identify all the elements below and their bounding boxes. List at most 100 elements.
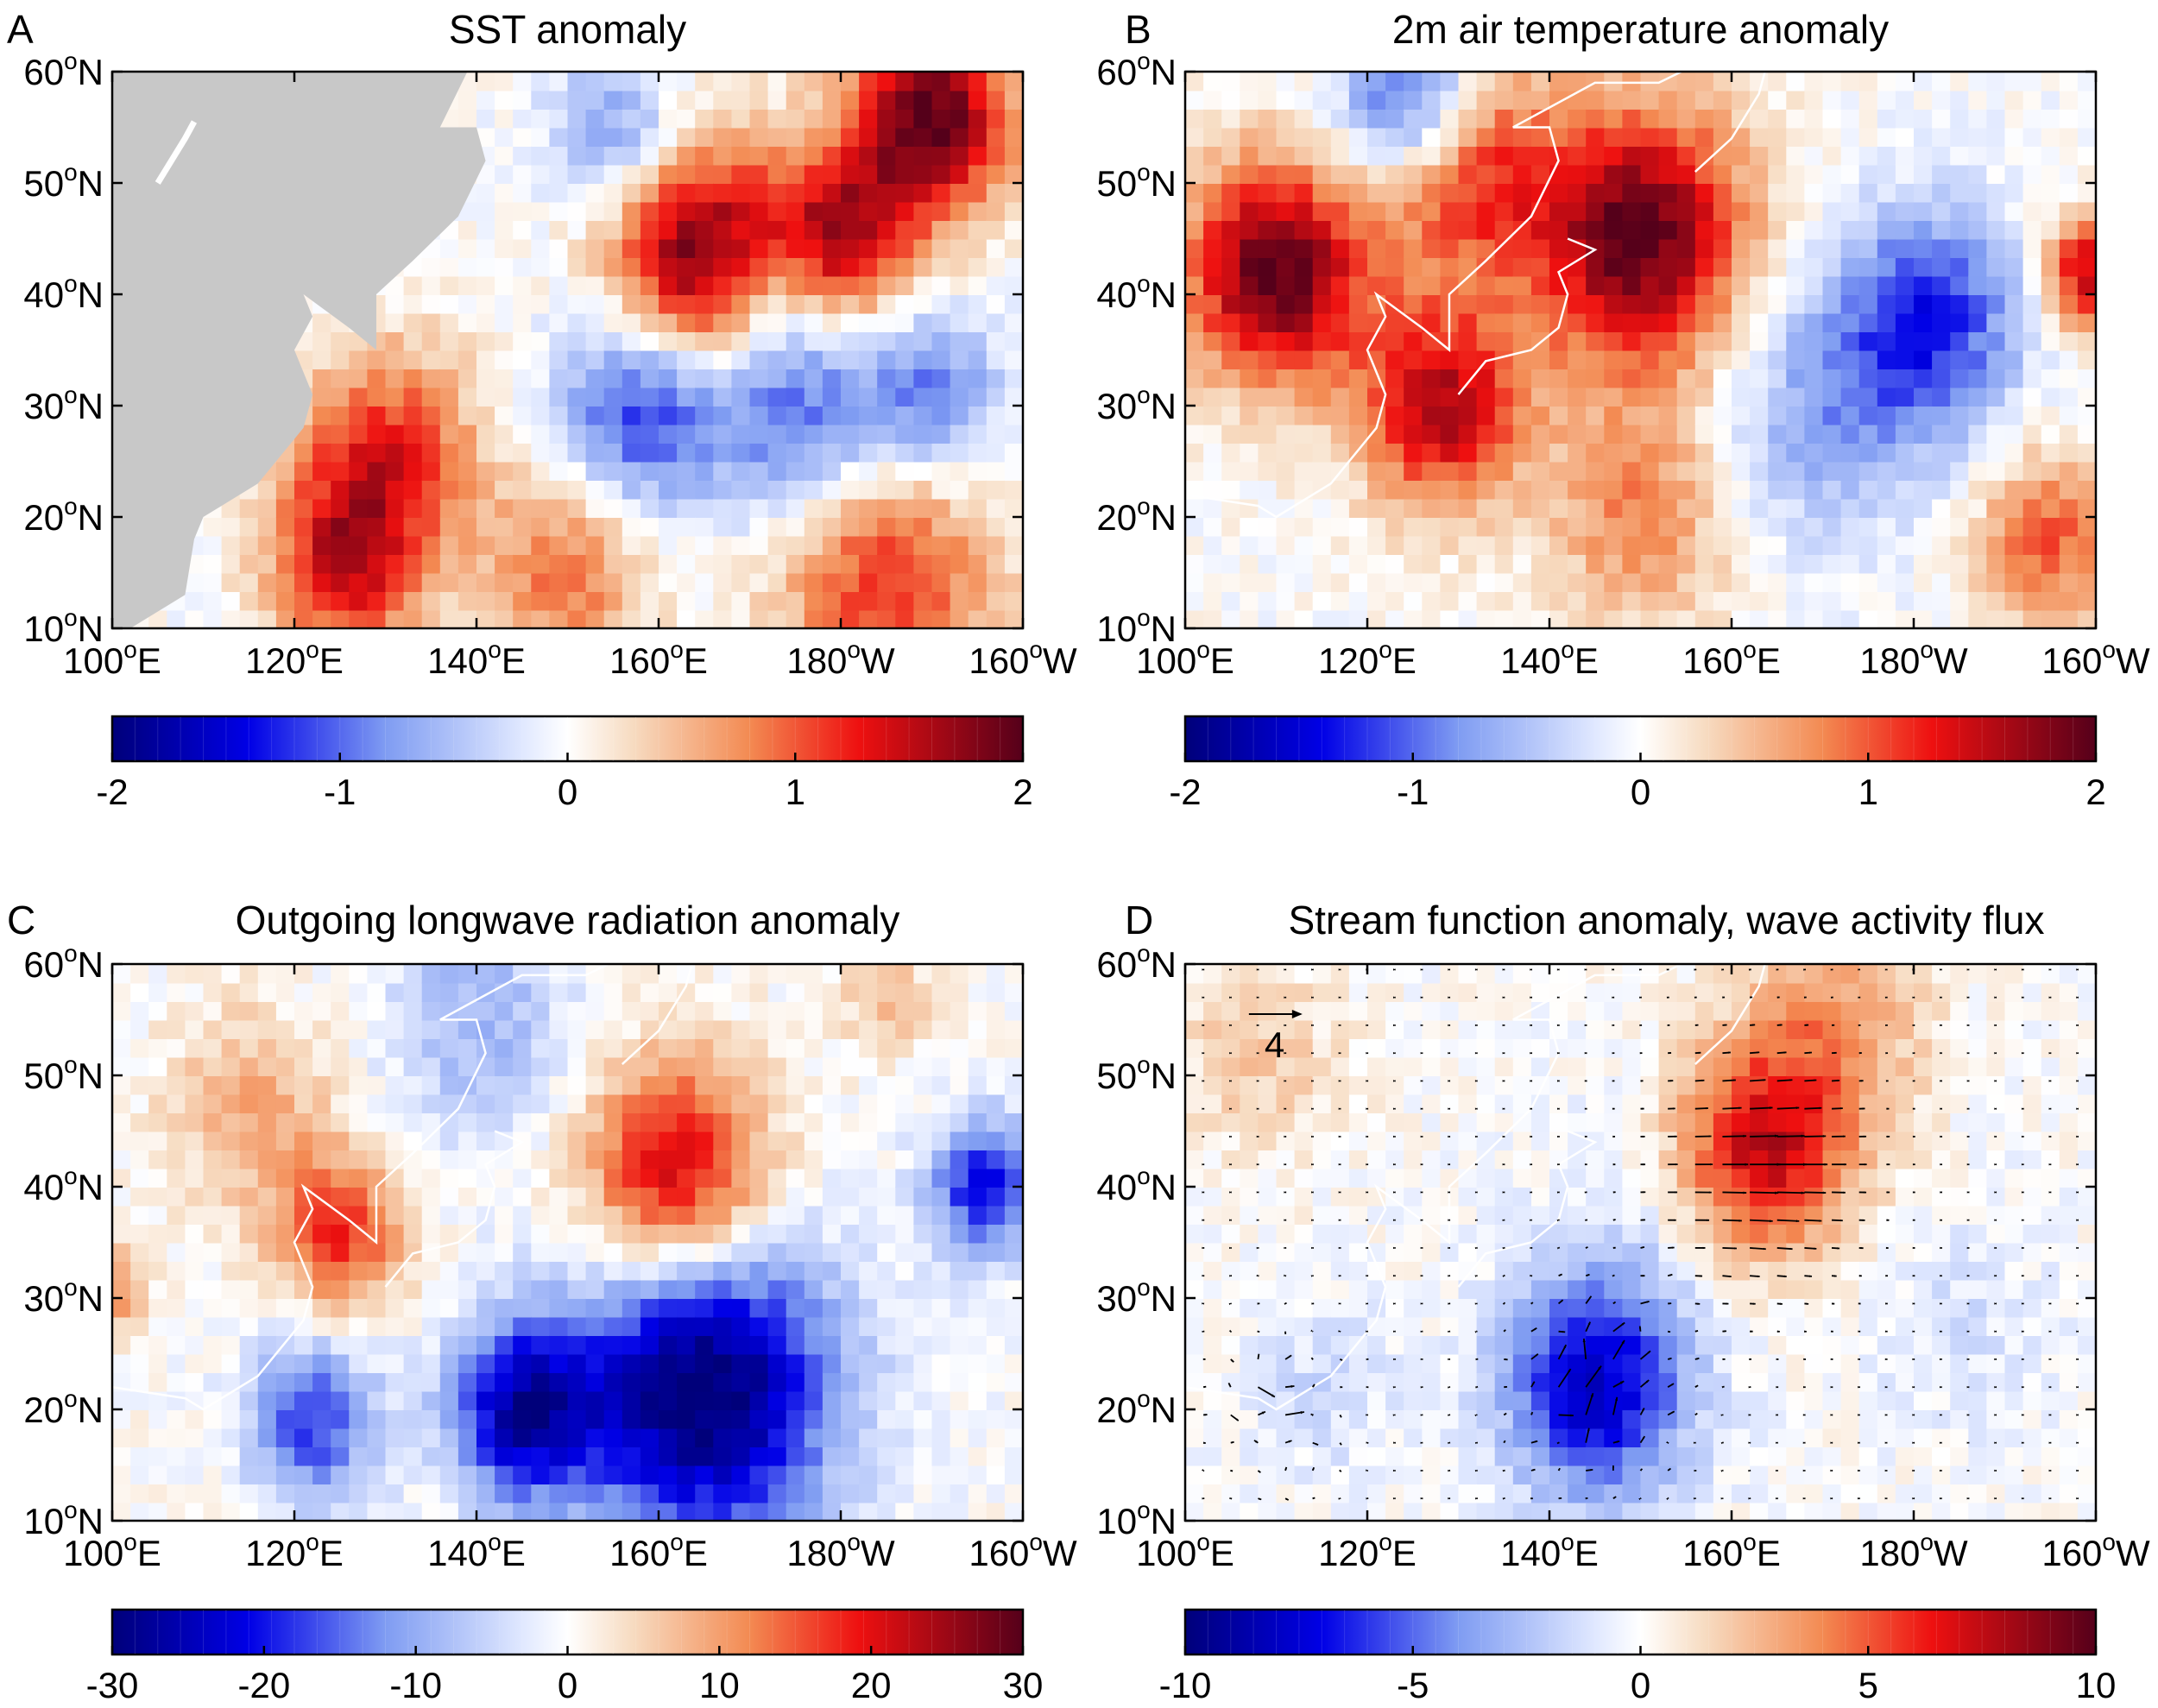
heatmap-cell (731, 1242, 751, 1262)
heatmap-cell (931, 517, 951, 537)
heatmap-cell (1294, 609, 1314, 628)
heatmap-cell (640, 1056, 659, 1076)
heatmap-cell (367, 1168, 387, 1188)
heatmap-cell (367, 1056, 387, 1076)
heatmap-cell (421, 1056, 441, 1076)
heatmap-cell (294, 1075, 314, 1095)
heatmap-cell (1932, 461, 1952, 481)
heatmap-cell (749, 1224, 769, 1244)
heatmap-cell (1658, 220, 1678, 240)
heatmap-cell (804, 1242, 823, 1262)
heatmap-cell (2004, 443, 2024, 463)
heatmap-cell (841, 109, 861, 129)
heatmap-cell (2077, 480, 2096, 500)
heatmap-cell (1914, 424, 1934, 444)
heatmap-cell (1694, 461, 1714, 481)
heatmap-cell (1640, 554, 1660, 574)
heatmap-cell (1694, 146, 1714, 166)
heatmap-cell (895, 238, 915, 258)
heatmap-cell (1203, 1390, 1223, 1410)
heatmap-cell (1713, 480, 1732, 500)
heatmap-cell (1858, 387, 1878, 407)
heatmap-cell (986, 220, 1006, 240)
heatmap-cell (275, 1093, 295, 1113)
heatmap-cell (968, 1279, 988, 1299)
heatmap-cell (1185, 1465, 1205, 1484)
heatmap-cell (913, 1056, 933, 1076)
heatmap-cell (1294, 146, 1314, 166)
heatmap-cell (1367, 220, 1387, 240)
heatmap-cell (349, 1446, 369, 1466)
heatmap-cell (367, 443, 387, 463)
heatmap-cell (513, 461, 533, 481)
heatmap-cell (804, 1446, 823, 1466)
heatmap-cell (1276, 424, 1296, 444)
heatmap-cell (677, 220, 697, 240)
heatmap-cell (349, 1242, 369, 1262)
heatmap-cell (1276, 369, 1296, 388)
heatmap-cell (1713, 72, 1732, 91)
heatmap-cell (1330, 146, 1350, 166)
heatmap-cell (767, 257, 787, 277)
heatmap-cell (968, 1038, 988, 1058)
heatmap-cell (640, 1075, 659, 1095)
heatmap-cell (1750, 424, 1770, 444)
heatmap-cell (312, 1187, 332, 1207)
heatmap-cell (1385, 238, 1405, 258)
heatmap-cell (403, 1001, 423, 1021)
heatmap-cell (549, 275, 569, 295)
x-tick-label: 100oE (1136, 636, 1234, 681)
heatmap-cell (622, 1316, 641, 1336)
heatmap-cell (1804, 517, 1824, 537)
heatmap-cell (968, 1316, 988, 1336)
heatmap-cell (1586, 312, 1606, 332)
heatmap-cell (695, 424, 715, 444)
heatmap-cell (1895, 387, 1915, 407)
heatmap-cell (640, 331, 659, 351)
heatmap-cell (986, 90, 1006, 110)
heatmap-cell (1312, 609, 1332, 628)
heatmap-cell (2041, 443, 2060, 463)
heatmap-cell (185, 1261, 205, 1281)
heatmap-cell (331, 1093, 350, 1113)
heatmap-cell (203, 1205, 223, 1225)
heatmap-cell (403, 1168, 423, 1188)
heatmap-cell (1276, 201, 1296, 221)
heatmap-cell (1640, 312, 1660, 332)
heatmap-cell (167, 1446, 186, 1466)
heatmap-cell (913, 1484, 933, 1503)
heatmap-cell (531, 72, 551, 91)
heatmap-cell (1348, 591, 1368, 611)
heatmap-cell (931, 535, 951, 555)
heatmap-cell (895, 220, 915, 240)
heatmap-cell (349, 1056, 369, 1076)
heatmap-cell (1858, 201, 1878, 221)
heatmap-cell (1786, 183, 1806, 203)
heatmap-cell (913, 1335, 933, 1355)
heatmap-cell (1494, 498, 1514, 518)
heatmap-cell (1786, 127, 1806, 147)
heatmap-cell (1240, 1038, 1259, 1058)
heatmap-cell (1240, 498, 1259, 518)
heatmap-cell (931, 1446, 951, 1466)
heatmap-cell (221, 572, 241, 592)
heatmap-cell (1258, 1112, 1278, 1132)
heatmap-cell (1786, 220, 1806, 240)
heatmap-cell (895, 424, 915, 444)
heatmap-cell (1221, 609, 1241, 628)
heatmap-cell (1385, 201, 1405, 221)
heatmap-cell (1858, 146, 1878, 166)
heatmap-cell (695, 1279, 715, 1299)
heatmap-cell (695, 517, 715, 537)
colorbar-tick-label: -2 (1169, 772, 1201, 812)
heatmap-cell (822, 443, 842, 463)
heatmap-cell (986, 257, 1006, 277)
heatmap-cell (622, 1372, 641, 1392)
heatmap-cell (331, 982, 350, 1002)
heatmap-cell (659, 1409, 678, 1429)
heatmap-cell (804, 572, 823, 592)
heatmap-cell (968, 406, 988, 425)
heatmap-cell (913, 1112, 933, 1132)
heatmap-cell (1312, 535, 1332, 555)
heatmap-cell (640, 591, 659, 611)
